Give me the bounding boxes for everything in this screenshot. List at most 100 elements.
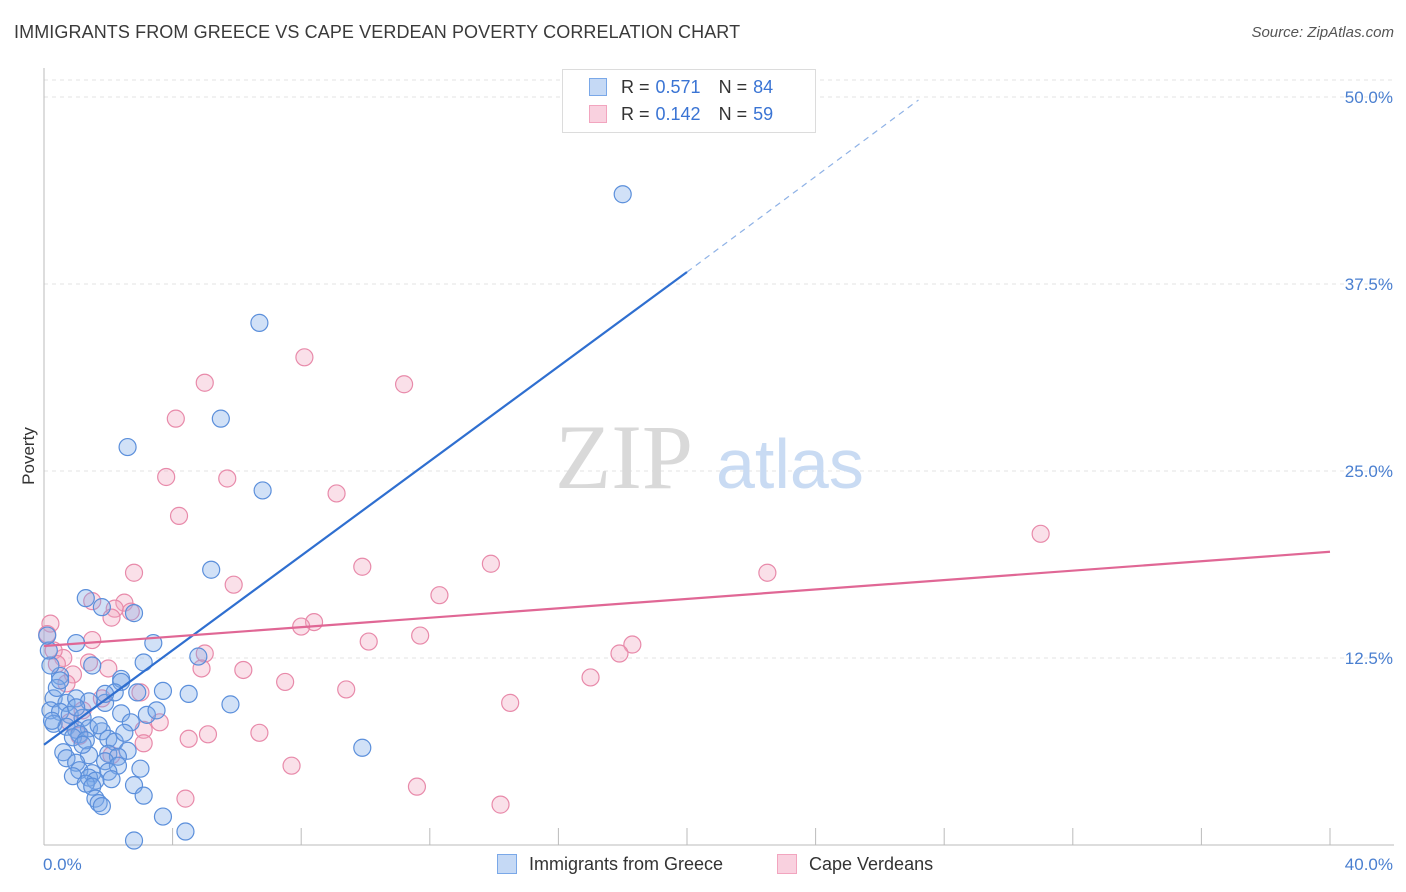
trend-line-cape-verdeans: [43, 550, 1331, 648]
point-cape-verdeans-24: [83, 630, 102, 650]
point-cape-verdeans-41: [501, 693, 520, 712]
point-greece-80: [42, 711, 62, 730]
point-cape-verdeans-26: [411, 626, 430, 645]
point-cape-verdeans-50: [282, 756, 301, 775]
point-cape-verdeans-7: [1031, 524, 1050, 543]
point-greece-15: [153, 681, 173, 701]
point-greece-6: [76, 589, 95, 608]
point-cape-verdeans-45: [250, 723, 269, 742]
series-greece-points: [38, 185, 632, 850]
point-greece-72: [41, 656, 60, 675]
point-cape-verdeans-3: [166, 409, 185, 428]
point-cape-verdeans-32: [192, 659, 211, 678]
legend-n-value: 84: [753, 76, 774, 97]
point-cape-verdeans-53: [491, 795, 510, 814]
point-greece-1: [250, 313, 269, 332]
point-cape-verdeans-47: [179, 729, 198, 748]
point-cape-verdeans-2: [195, 373, 214, 392]
series-cape-verdeans-points: [38, 348, 1050, 814]
legend-n-label: N =: [718, 103, 748, 124]
trend-line-greece: [43, 271, 688, 746]
bottom-legend-greece: Immigrants from Greece: [497, 852, 723, 876]
legend-swatch-cape-verdeans: [589, 105, 607, 123]
point-greece-79: [189, 647, 208, 666]
point-cape-verdeans-11: [353, 557, 372, 576]
point-cape-verdeans-34: [79, 653, 99, 672]
point-greece-69: [89, 716, 108, 735]
gridlines: [44, 79, 1394, 659]
point-greece-49: [131, 759, 150, 778]
point-cape-verdeans-0: [295, 348, 314, 367]
point-cape-verdeans-5: [218, 469, 237, 488]
point-greece-40: [118, 741, 137, 760]
point-cape-verdeans-12: [124, 563, 144, 582]
point-greece-62: [134, 786, 153, 805]
point-cape-verdeans-44: [198, 725, 218, 744]
point-cape-verdeans-51: [407, 777, 427, 796]
point-greece-82: [115, 723, 134, 742]
point-cape-verdeans-13: [224, 575, 243, 594]
point-greece-61: [89, 794, 108, 813]
legend-swatch-greece: [589, 78, 607, 96]
point-cape-verdeans-38: [276, 672, 295, 692]
point-greece-0: [613, 185, 632, 204]
tick-labels: 12.5% 25.0% 37.5% 50.0% 0.0% 40.0%: [43, 88, 1393, 874]
legend-row-cape-verdeans: R = 0.142 N = 59: [589, 102, 773, 126]
legend-n-label: N =: [718, 76, 748, 97]
point-cape-verdeans-48: [134, 734, 153, 753]
legend-r-value: 0.142: [655, 103, 701, 124]
point-greece-3: [118, 437, 137, 457]
point-cape-verdeans-22: [41, 614, 60, 633]
point-greece-75: [50, 671, 70, 690]
point-cape-verdeans-29: [623, 635, 642, 654]
bottom-legend-label-cape-verdeans: Cape Verdeans: [809, 853, 934, 874]
point-greece-68: [67, 698, 86, 717]
point-greece-7: [92, 598, 111, 617]
trend-line-greece-extension: [686, 99, 919, 273]
bottom-legend-swatch-cape-verdeans: [777, 854, 797, 874]
x-tick-label-0: 0.0%: [43, 855, 82, 874]
point-greece-63: [92, 797, 111, 816]
point-greece-4: [253, 481, 272, 500]
point-greece-66: [176, 822, 195, 841]
point-greece-74: [38, 626, 57, 645]
point-cape-verdeans-25: [359, 632, 378, 651]
chart-title: IMMIGRANTS FROM GREECE VS CAPE VERDEAN P…: [14, 22, 741, 42]
point-cape-verdeans-39: [581, 668, 600, 687]
point-greece-65: [153, 807, 173, 826]
point-cape-verdeans-52: [176, 789, 195, 808]
legend-n-value: 59: [753, 103, 774, 124]
legend-r-label: R =: [621, 103, 650, 124]
point-greece-56: [102, 770, 121, 789]
point-cape-verdeans-4: [157, 467, 176, 487]
point-greece-5: [202, 560, 221, 579]
y-tick-label-3: 50.0%: [1345, 88, 1393, 107]
point-greece-17: [221, 695, 240, 714]
point-greece-16: [179, 684, 198, 704]
point-cape-verdeans-30: [610, 644, 629, 663]
y-axis-label: Poverty: [19, 427, 38, 485]
point-cape-verdeans-10: [481, 554, 500, 573]
axes: [43, 68, 1394, 846]
watermark-zip: ZIP: [555, 406, 693, 508]
bottom-legend-swatch-greece: [497, 854, 517, 874]
point-cape-verdeans-14: [430, 586, 449, 605]
point-greece-19: [57, 693, 76, 712]
legend-r-label: R =: [621, 76, 650, 97]
point-greece-28: [137, 705, 156, 724]
point-greece-34: [121, 713, 140, 732]
point-greece-64: [353, 738, 372, 757]
bottom-legend-cape-verdeans: Cape Verdeans: [777, 852, 933, 876]
y-tick-label-1: 25.0%: [1345, 462, 1393, 481]
correlation-legend: R = 0.571 N = 84 R = 0.142 N = 59: [562, 69, 816, 133]
point-cape-verdeans-6: [327, 484, 346, 503]
point-greece-67: [124, 831, 144, 850]
point-cape-verdeans-1: [394, 375, 414, 394]
legend-row-greece: R = 0.571 N = 84: [589, 75, 773, 99]
point-greece-11: [83, 656, 102, 675]
point-greece-83: [147, 701, 166, 720]
point-greece-8: [124, 604, 144, 623]
watermark: ZIP atlas: [555, 406, 864, 508]
point-cape-verdeans-9: [758, 563, 777, 582]
